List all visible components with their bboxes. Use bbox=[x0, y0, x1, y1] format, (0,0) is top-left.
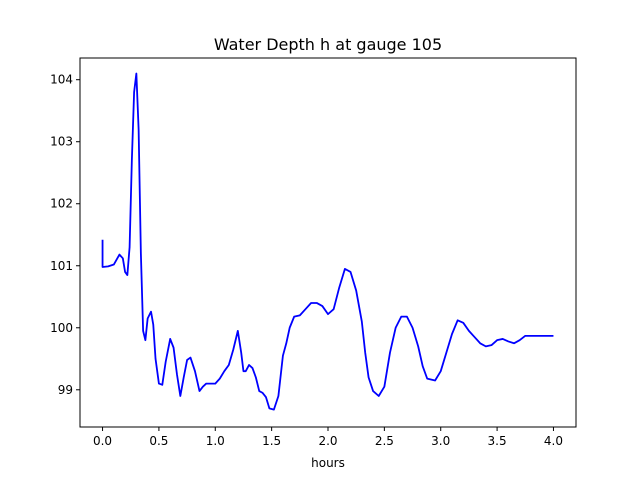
x-tick-label: 3.5 bbox=[488, 434, 507, 448]
x-tick-label: 3.0 bbox=[431, 434, 450, 448]
y-tick-label: 102 bbox=[50, 197, 73, 211]
plot-background bbox=[80, 58, 576, 427]
y-tick-label: 103 bbox=[50, 135, 73, 149]
y-tick-label: 99 bbox=[58, 383, 73, 397]
y-tick-label: 101 bbox=[50, 259, 73, 273]
x-tick-label: 0.0 bbox=[93, 434, 112, 448]
x-tick-label: 2.0 bbox=[318, 434, 337, 448]
y-tick-label: 104 bbox=[50, 73, 73, 87]
x-axis: 0.0 0.5 1.0 1.5 2.0 2.5 3.0 3.5 4.0 bbox=[93, 427, 563, 448]
x-axis-label: hours bbox=[311, 456, 345, 470]
plot-area bbox=[79, 57, 577, 428]
x-tick-label: 0.5 bbox=[149, 434, 168, 448]
x-tick-label: 2.5 bbox=[375, 434, 394, 448]
y-tick-label: 100 bbox=[50, 321, 73, 335]
y-axis: 99 100 101 102 103 104 bbox=[50, 73, 80, 397]
series-line-water-depth bbox=[101, 72, 554, 411]
x-tick-label: 1.0 bbox=[206, 434, 225, 448]
chart-title: Water Depth h at gauge 105 bbox=[214, 35, 442, 54]
x-tick-label: 1.5 bbox=[262, 434, 281, 448]
x-tick-label: 4.0 bbox=[544, 434, 563, 448]
